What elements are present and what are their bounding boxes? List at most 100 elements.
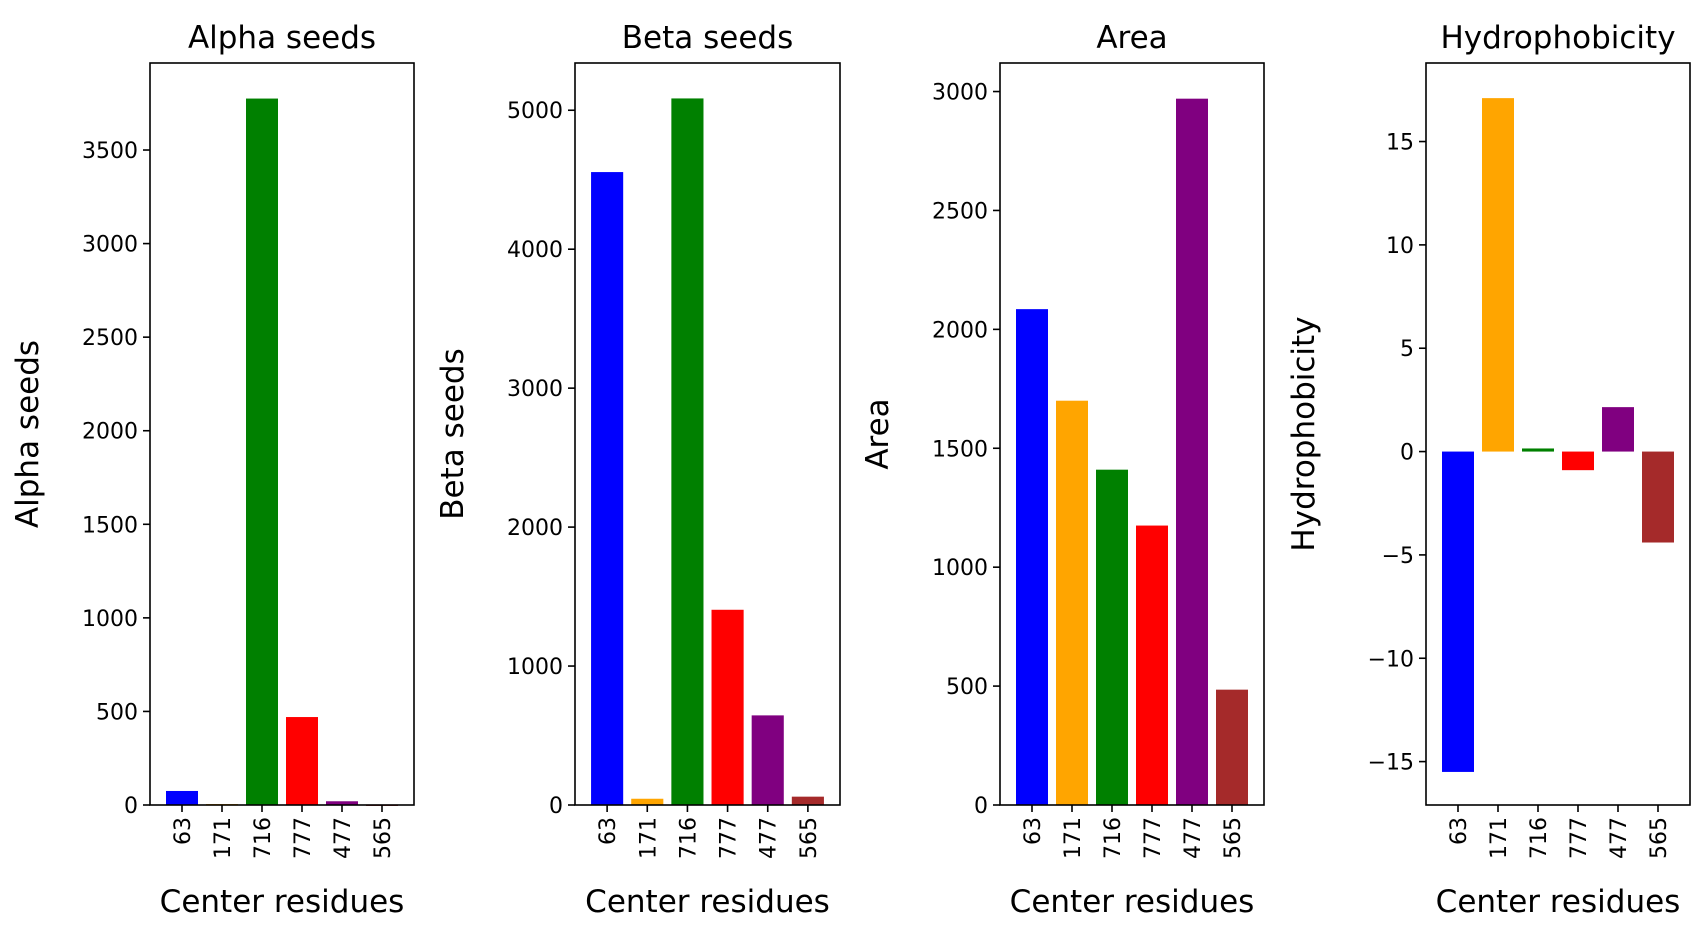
x-tick-label: 777	[291, 817, 316, 859]
panel-hydrophobicity: Hydrophobicity Hydrophobicity Center res…	[1286, 20, 1691, 920]
x-tick-label: 171	[211, 817, 236, 859]
x-tick-label: 565	[1647, 817, 1672, 859]
x-tick-label: 716	[251, 817, 276, 859]
bar-477	[326, 801, 358, 805]
y-ticks: 0 500 1000 1500 2000 2500 3000	[932, 81, 1000, 819]
bar-477	[1176, 98, 1208, 805]
panel-title: Alpha seeds	[188, 20, 376, 56]
bar-group	[1016, 98, 1248, 805]
bar-565	[1216, 689, 1248, 805]
x-tick-label: 716	[1527, 817, 1552, 859]
x-axis-label: Center residues	[1436, 884, 1681, 920]
bar-716	[1096, 469, 1128, 805]
bar-565	[1642, 451, 1674, 543]
bar-565	[791, 796, 824, 805]
panel-area: Area Area Center residues 0 500 1000 1500 20…	[860, 20, 1265, 920]
y-tick-label: 3000	[507, 377, 563, 402]
bar-777	[711, 609, 744, 805]
plot-frame	[1425, 62, 1691, 806]
y-axis-label: Beta seeds	[435, 348, 471, 519]
bar-477	[1602, 407, 1634, 452]
plot-frame	[574, 62, 841, 806]
y-tick-label: 500	[96, 700, 138, 725]
bar-716	[1522, 448, 1554, 452]
y-tick-label: −15	[1368, 751, 1414, 776]
y-tick-label: 2000	[82, 420, 138, 445]
x-tick-label: 477	[757, 817, 782, 859]
y-tick-label: 0	[1400, 441, 1414, 466]
bar-group	[166, 98, 398, 806]
y-tick-label: 0	[124, 794, 138, 819]
y-tick-label: 2500	[82, 326, 138, 351]
y-tick-label: 3500	[82, 139, 138, 164]
panel-alpha-seeds: Alpha seeds Alpha seeds Center residues …	[10, 20, 415, 920]
plot-frame	[149, 62, 415, 806]
x-tick-label: 63	[171, 817, 196, 845]
y-tick-label: 0	[549, 794, 563, 819]
x-tick-label: 716	[1101, 817, 1126, 859]
plot-frame	[999, 62, 1265, 806]
y-axis-label: Hydrophobicity	[1286, 316, 1322, 551]
y-tick-label: 1000	[82, 607, 138, 632]
bar-477	[751, 715, 784, 805]
x-ticks: 63 171 716 777 477 565	[1021, 805, 1246, 859]
y-tick-label: 5	[1400, 337, 1414, 362]
y-ticks: −15 −10 −5 0 5 10 15	[1368, 131, 1426, 776]
y-tick-label: 500	[946, 675, 988, 700]
y-tick-label: 2000	[507, 516, 563, 541]
bar-171	[1482, 98, 1514, 452]
y-tick-label: 1000	[507, 655, 563, 680]
panel-beta-seeds: Beta seeds Beta seeds Center residues 0 1…	[435, 20, 841, 920]
y-tick-label: 5000	[507, 99, 563, 124]
x-ticks: 63 171 716 777 477 565	[596, 805, 822, 859]
bar-171	[631, 798, 664, 805]
y-tick-label: 3000	[932, 81, 988, 106]
bar-63	[1016, 309, 1048, 805]
x-tick-label: 63	[596, 817, 621, 845]
bar-63	[166, 790, 198, 805]
x-axis-label: Center residues	[585, 884, 830, 920]
x-tick-label: 716	[676, 817, 701, 859]
bar-777	[286, 717, 318, 805]
x-axis-label: Center residues	[1010, 884, 1255, 920]
x-tick-label: 565	[1221, 817, 1246, 859]
y-tick-label: −10	[1368, 647, 1414, 672]
x-tick-label: 477	[1607, 817, 1632, 859]
x-tick-label: 63	[1021, 817, 1046, 845]
bar-777	[1562, 451, 1594, 471]
panel-title: Area	[1096, 20, 1167, 56]
x-tick-label: 477	[1181, 817, 1206, 859]
x-ticks: 63 171 716 777 477 565	[171, 805, 396, 859]
y-tick-label: 1000	[932, 556, 988, 581]
y-tick-label: 15	[1386, 131, 1414, 156]
y-tick-label: 1500	[932, 437, 988, 462]
y-tick-label: 2000	[932, 318, 988, 343]
x-ticks: 63 171 716 777 477 565	[1447, 805, 1672, 859]
bar-63	[1442, 451, 1474, 772]
y-tick-label: 0	[974, 794, 988, 819]
y-ticks: 0 500 1000 1500 2000 2500 3000 3500	[82, 139, 150, 819]
x-tick-label: 171	[636, 817, 661, 859]
y-tick-label: 3000	[82, 233, 138, 258]
bar-63	[591, 172, 624, 805]
x-tick-label: 565	[797, 817, 822, 859]
y-tick-label: 10	[1386, 234, 1414, 259]
panel-title: Beta seeds	[622, 20, 793, 56]
x-tick-label: 171	[1487, 817, 1512, 859]
y-ticks: 0 1000 2000 3000 4000 5000	[507, 99, 575, 819]
x-tick-label: 777	[1141, 817, 1166, 859]
x-axis-label: Center residues	[160, 884, 405, 920]
y-tick-label: 1500	[82, 513, 138, 538]
x-tick-label: 63	[1447, 817, 1472, 845]
x-tick-label: 477	[331, 817, 356, 859]
y-tick-label: 2500	[932, 199, 988, 224]
y-axis-label: Alpha seeds	[10, 340, 46, 528]
bar-171	[1056, 400, 1088, 805]
bar-716	[671, 98, 704, 805]
bar-group	[591, 98, 824, 805]
y-tick-label: 4000	[507, 238, 563, 263]
panel-title: Hydrophobicity	[1440, 20, 1675, 56]
x-tick-label: 777	[1567, 817, 1592, 859]
